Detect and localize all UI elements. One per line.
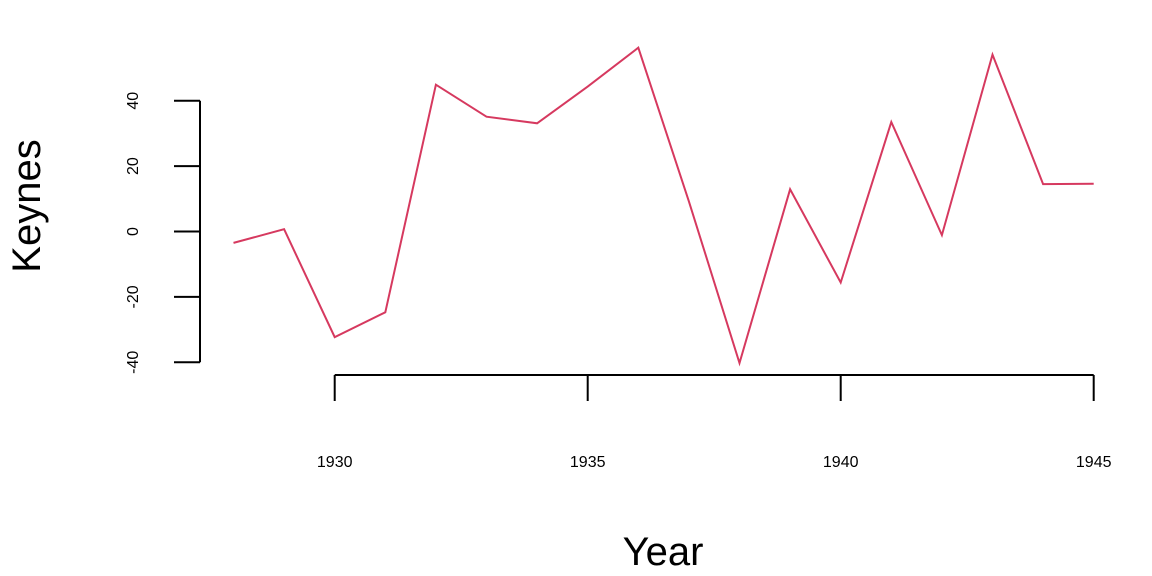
- series-layer: [233, 46, 1094, 367]
- y-tick-label: -40: [125, 351, 142, 374]
- x-axis-title: Year: [623, 530, 704, 574]
- y-tick-label: 0: [125, 227, 142, 236]
- y-tick-label: 20: [125, 157, 142, 175]
- y-axis-title: Keynes: [5, 139, 49, 272]
- x-tick-label: 1935: [570, 454, 606, 471]
- y-axis: -40 -20 0 20 40: [125, 92, 201, 374]
- x-tick-label: 1930: [317, 454, 353, 471]
- x-tick-label: 1940: [823, 454, 859, 471]
- x-tick-label: 1945: [1076, 454, 1112, 471]
- y-tick-label: 40: [125, 92, 142, 110]
- x-axis: 1930 1935 1940 1945: [317, 374, 1112, 471]
- y-tick-label: -20: [125, 285, 142, 308]
- series-line-1: [233, 46, 1094, 367]
